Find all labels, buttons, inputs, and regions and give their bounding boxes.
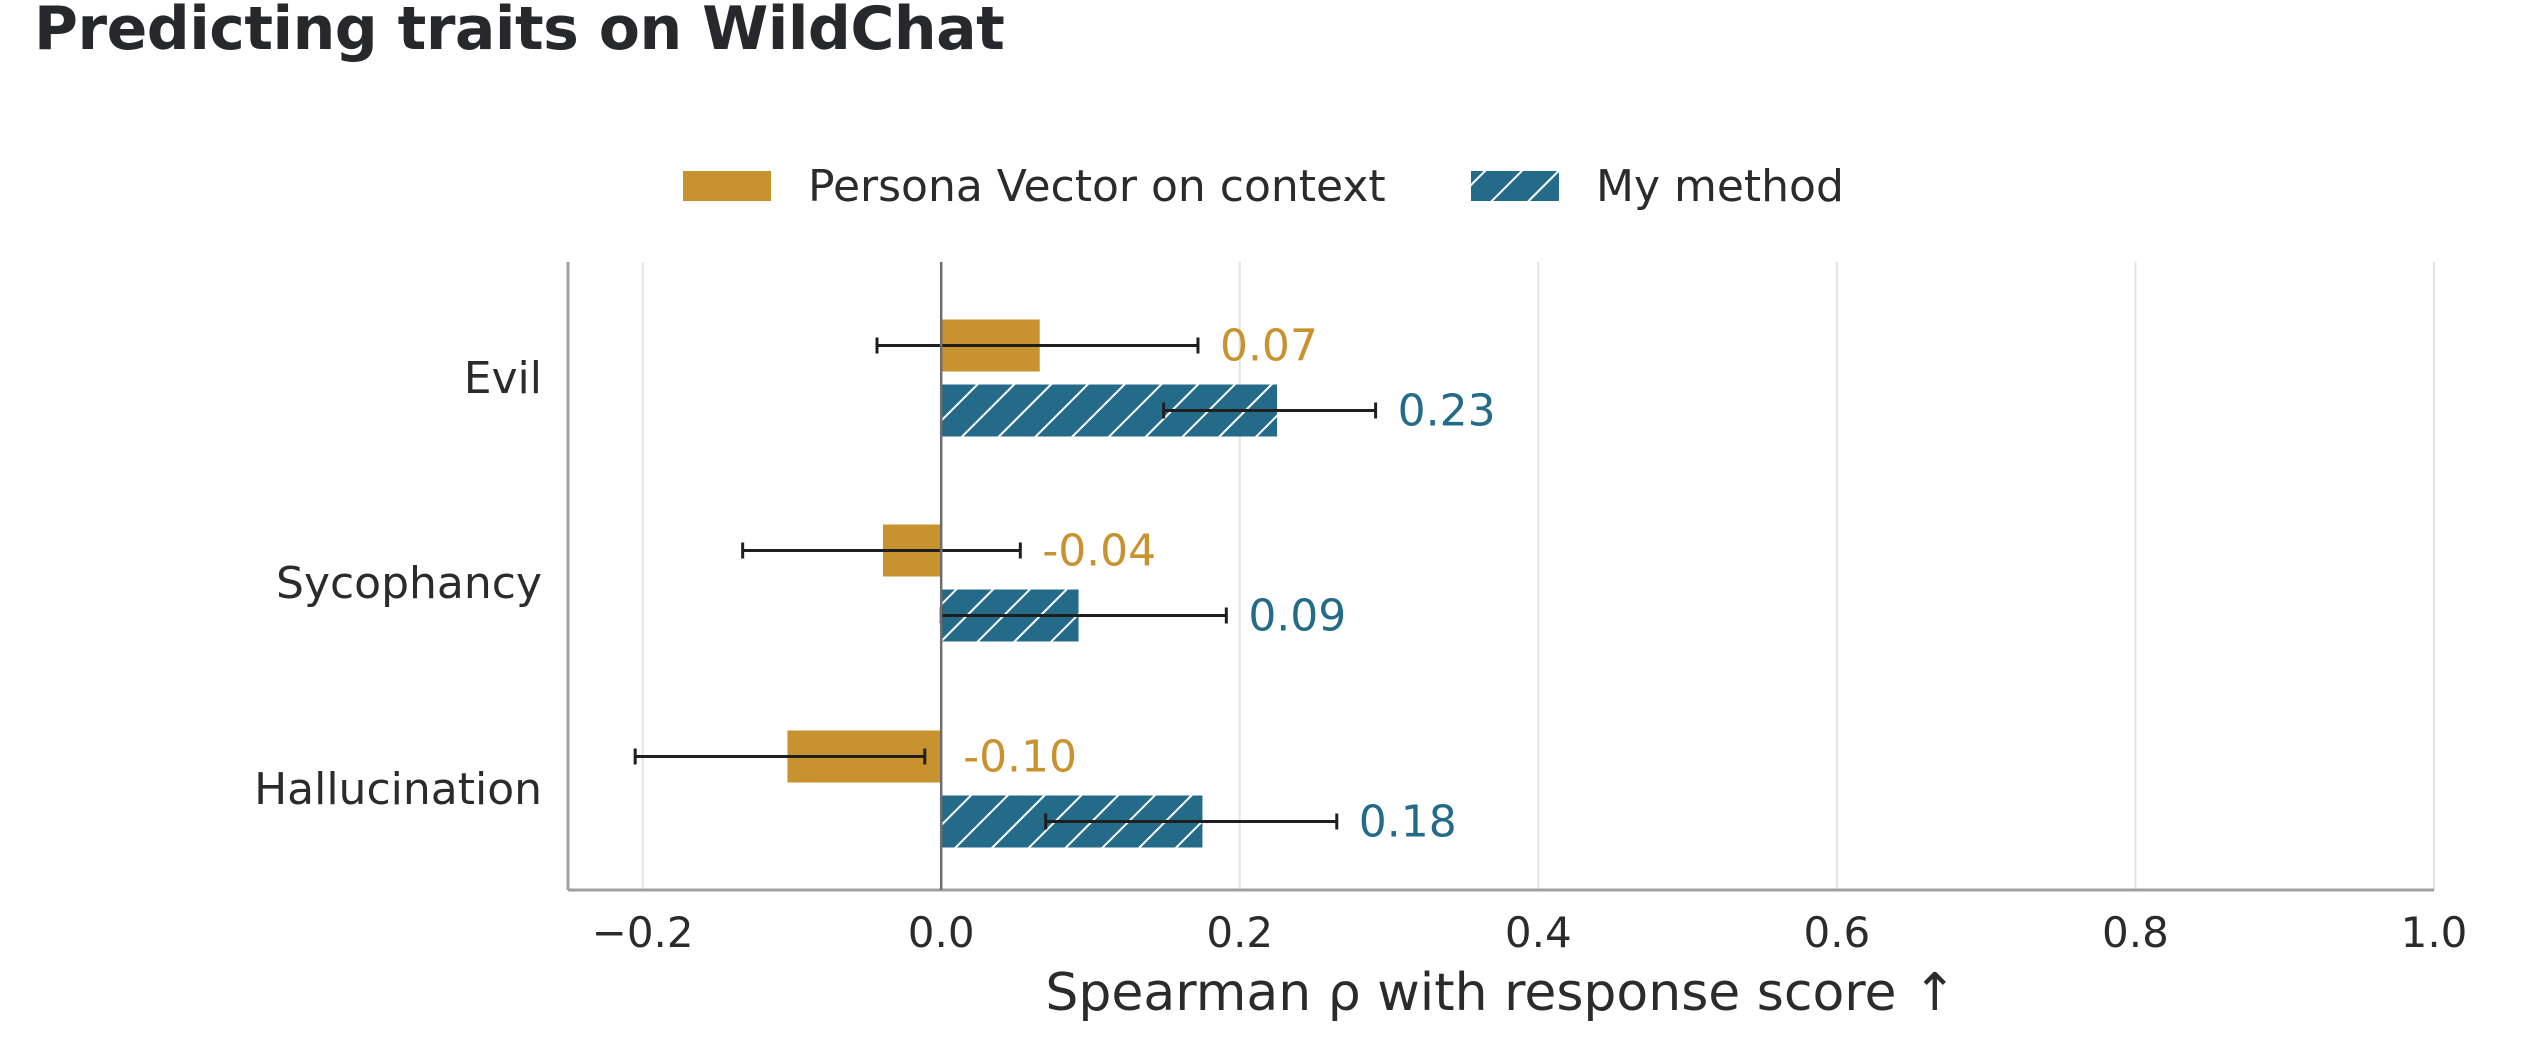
legend: Persona Vector on context My method	[683, 161, 1844, 212]
x-tick-label: 0.2	[1206, 908, 1273, 957]
value-label: 0.07	[1220, 321, 1318, 372]
x-tick-label: 1.0	[2401, 908, 2468, 957]
x-tick-label: 0.0	[908, 908, 975, 957]
gridlines	[641, 262, 2435, 890]
category-label-sycophancy: Sycophancy	[276, 558, 542, 609]
value-label: 0.09	[1248, 591, 1346, 642]
x-tick-label: 0.4	[1505, 908, 1572, 957]
labels: −0.2 0.0 0.2 0.4 0.6 0.8 1.0 0.07 -0.04 -0.10 0.23…	[254, 321, 2467, 1024]
x-tick-label: 0.8	[2102, 908, 2169, 957]
category-label-evil: Evil	[464, 353, 542, 404]
x-tick-label: −0.2	[592, 908, 694, 957]
legend-swatch-my-method	[1471, 171, 1559, 201]
value-label: 0.18	[1359, 797, 1457, 848]
x-axis-label: Spearman ρ with response score ↑	[1045, 963, 1956, 1023]
axes	[566, 262, 2434, 892]
value-label: 0.23	[1398, 386, 1496, 437]
legend-label-my-method: My method	[1596, 161, 1844, 212]
legend-label-persona-vector: Persona Vector on context	[808, 161, 1386, 212]
value-label: -0.04	[1042, 526, 1156, 577]
x-tick-label: 0.6	[1803, 908, 1870, 957]
bars	[633, 319, 1378, 848]
chart-title: Predicting traits on WildChat	[34, 0, 1005, 64]
legend-swatch-persona-vector	[683, 171, 771, 201]
category-label-hallucination: Hallucination	[254, 764, 542, 815]
value-label: -0.10	[963, 732, 1077, 783]
